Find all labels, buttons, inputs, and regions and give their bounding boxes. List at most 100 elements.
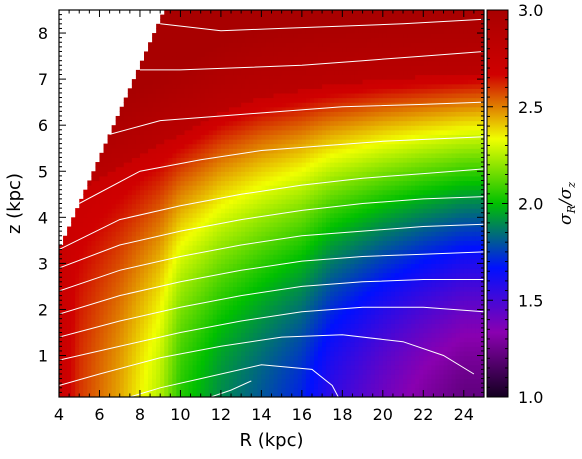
heatmap-cell [261, 14, 267, 20]
heatmap-cell [99, 231, 105, 237]
heatmap-cell [184, 19, 190, 25]
heatmap-cell [253, 226, 258, 232]
heatmap-cell [281, 203, 287, 209]
heatmap-cell [95, 203, 101, 209]
heatmap-cell [204, 125, 210, 131]
heatmap-cell [318, 28, 323, 34]
heatmap-cell [79, 281, 84, 288]
heatmap-cell [208, 28, 214, 34]
heatmap-cell [200, 355, 206, 361]
heatmap-cell [216, 83, 222, 89]
heatmap-cell [241, 42, 246, 48]
heatmap-cell [176, 221, 182, 228]
heatmap-cell [59, 355, 64, 361]
heatmap-cell [216, 120, 222, 126]
heatmap-cell [269, 162, 275, 168]
heatmap-cell [188, 203, 194, 209]
heatmap-cell [95, 277, 101, 283]
heatmap-cell [293, 60, 299, 66]
heatmap-cell [131, 314, 137, 320]
heatmap-cell [257, 185, 262, 191]
heatmap-cell [277, 37, 283, 43]
heatmap-cell [111, 341, 117, 347]
heatmap-cell [71, 221, 76, 228]
heatmap-cell [83, 235, 88, 241]
heatmap-cell [326, 88, 331, 94]
heatmap-cell [103, 337, 109, 343]
heatmap-cell [314, 79, 319, 85]
heatmap-cell [99, 212, 105, 218]
heatmap-cell [99, 304, 105, 311]
heatmap-cell [229, 42, 234, 48]
heatmap-cell [196, 392, 202, 397]
heatmap-cell [273, 143, 279, 149]
heatmap-cell [95, 171, 101, 177]
heatmap-cell [237, 69, 242, 76]
heatmap-cell [63, 295, 68, 301]
heatmap-cell [257, 212, 262, 218]
heatmap-cell [301, 272, 307, 278]
heatmap-cell [67, 323, 72, 329]
heatmap-cell [144, 171, 149, 177]
heatmap-cell [91, 369, 97, 375]
heatmap-cell [160, 46, 165, 53]
heatmap-cell [301, 327, 307, 334]
heatmap-cell [160, 175, 165, 182]
heatmap-cell [241, 171, 246, 177]
heatmap-cell [257, 300, 262, 306]
heatmap-cell [301, 291, 307, 297]
heatmap-cell [192, 125, 198, 131]
heatmap-cell [241, 74, 246, 80]
heatmap-cell [152, 203, 157, 209]
heatmap-cell [216, 60, 222, 66]
heatmap-cell [87, 355, 92, 361]
heatmap-cell [277, 120, 283, 126]
heatmap-cell [188, 272, 194, 278]
heatmap-cell [273, 304, 279, 311]
heatmap-cell [297, 102, 303, 108]
heatmap-cell [212, 300, 218, 306]
heatmap-cell [160, 364, 165, 370]
heatmap-cell [115, 360, 121, 366]
heatmap-cell [297, 69, 303, 76]
heatmap-cell [277, 33, 283, 39]
heatmap-cell [176, 148, 182, 154]
heatmap-cell [318, 166, 323, 172]
heatmap-cell [305, 171, 311, 177]
heatmap-cell [237, 83, 242, 89]
heatmap-cell [241, 115, 246, 122]
heatmap-cell [289, 92, 295, 99]
heatmap-cell [180, 373, 186, 380]
heatmap-cell [318, 295, 323, 301]
heatmap-cell [79, 314, 84, 320]
heatmap-cell [269, 14, 275, 20]
heatmap-cell [314, 360, 319, 366]
heatmap-cell [75, 263, 80, 269]
heatmap-cell [168, 74, 173, 80]
heatmap-cell [330, 309, 335, 315]
heatmap-cell [196, 369, 202, 375]
heatmap-cell [220, 355, 226, 361]
heatmap-cell [330, 268, 335, 274]
heatmap-cell [257, 42, 262, 48]
heatmap-cell [127, 226, 133, 232]
heatmap-cell [156, 249, 161, 255]
heatmap-cell [249, 314, 254, 320]
heatmap-cell [285, 19, 291, 25]
heatmap-cell [123, 203, 129, 209]
heatmap-cell [172, 92, 177, 99]
heatmap-cell [168, 249, 173, 255]
heatmap-cell [277, 314, 283, 320]
heatmap-cell [111, 360, 117, 366]
heatmap-cell [111, 208, 117, 214]
heatmap-cell [184, 185, 190, 191]
heatmap-cell [131, 129, 137, 135]
heatmap-cell [91, 318, 97, 324]
heatmap-cell [265, 14, 271, 20]
heatmap-cell [160, 235, 165, 241]
heatmap-cell [229, 323, 234, 329]
heatmap-cell [208, 254, 214, 260]
heatmap-cell [180, 28, 186, 34]
heatmap-cell [224, 83, 230, 89]
heatmap-cell [285, 277, 291, 283]
